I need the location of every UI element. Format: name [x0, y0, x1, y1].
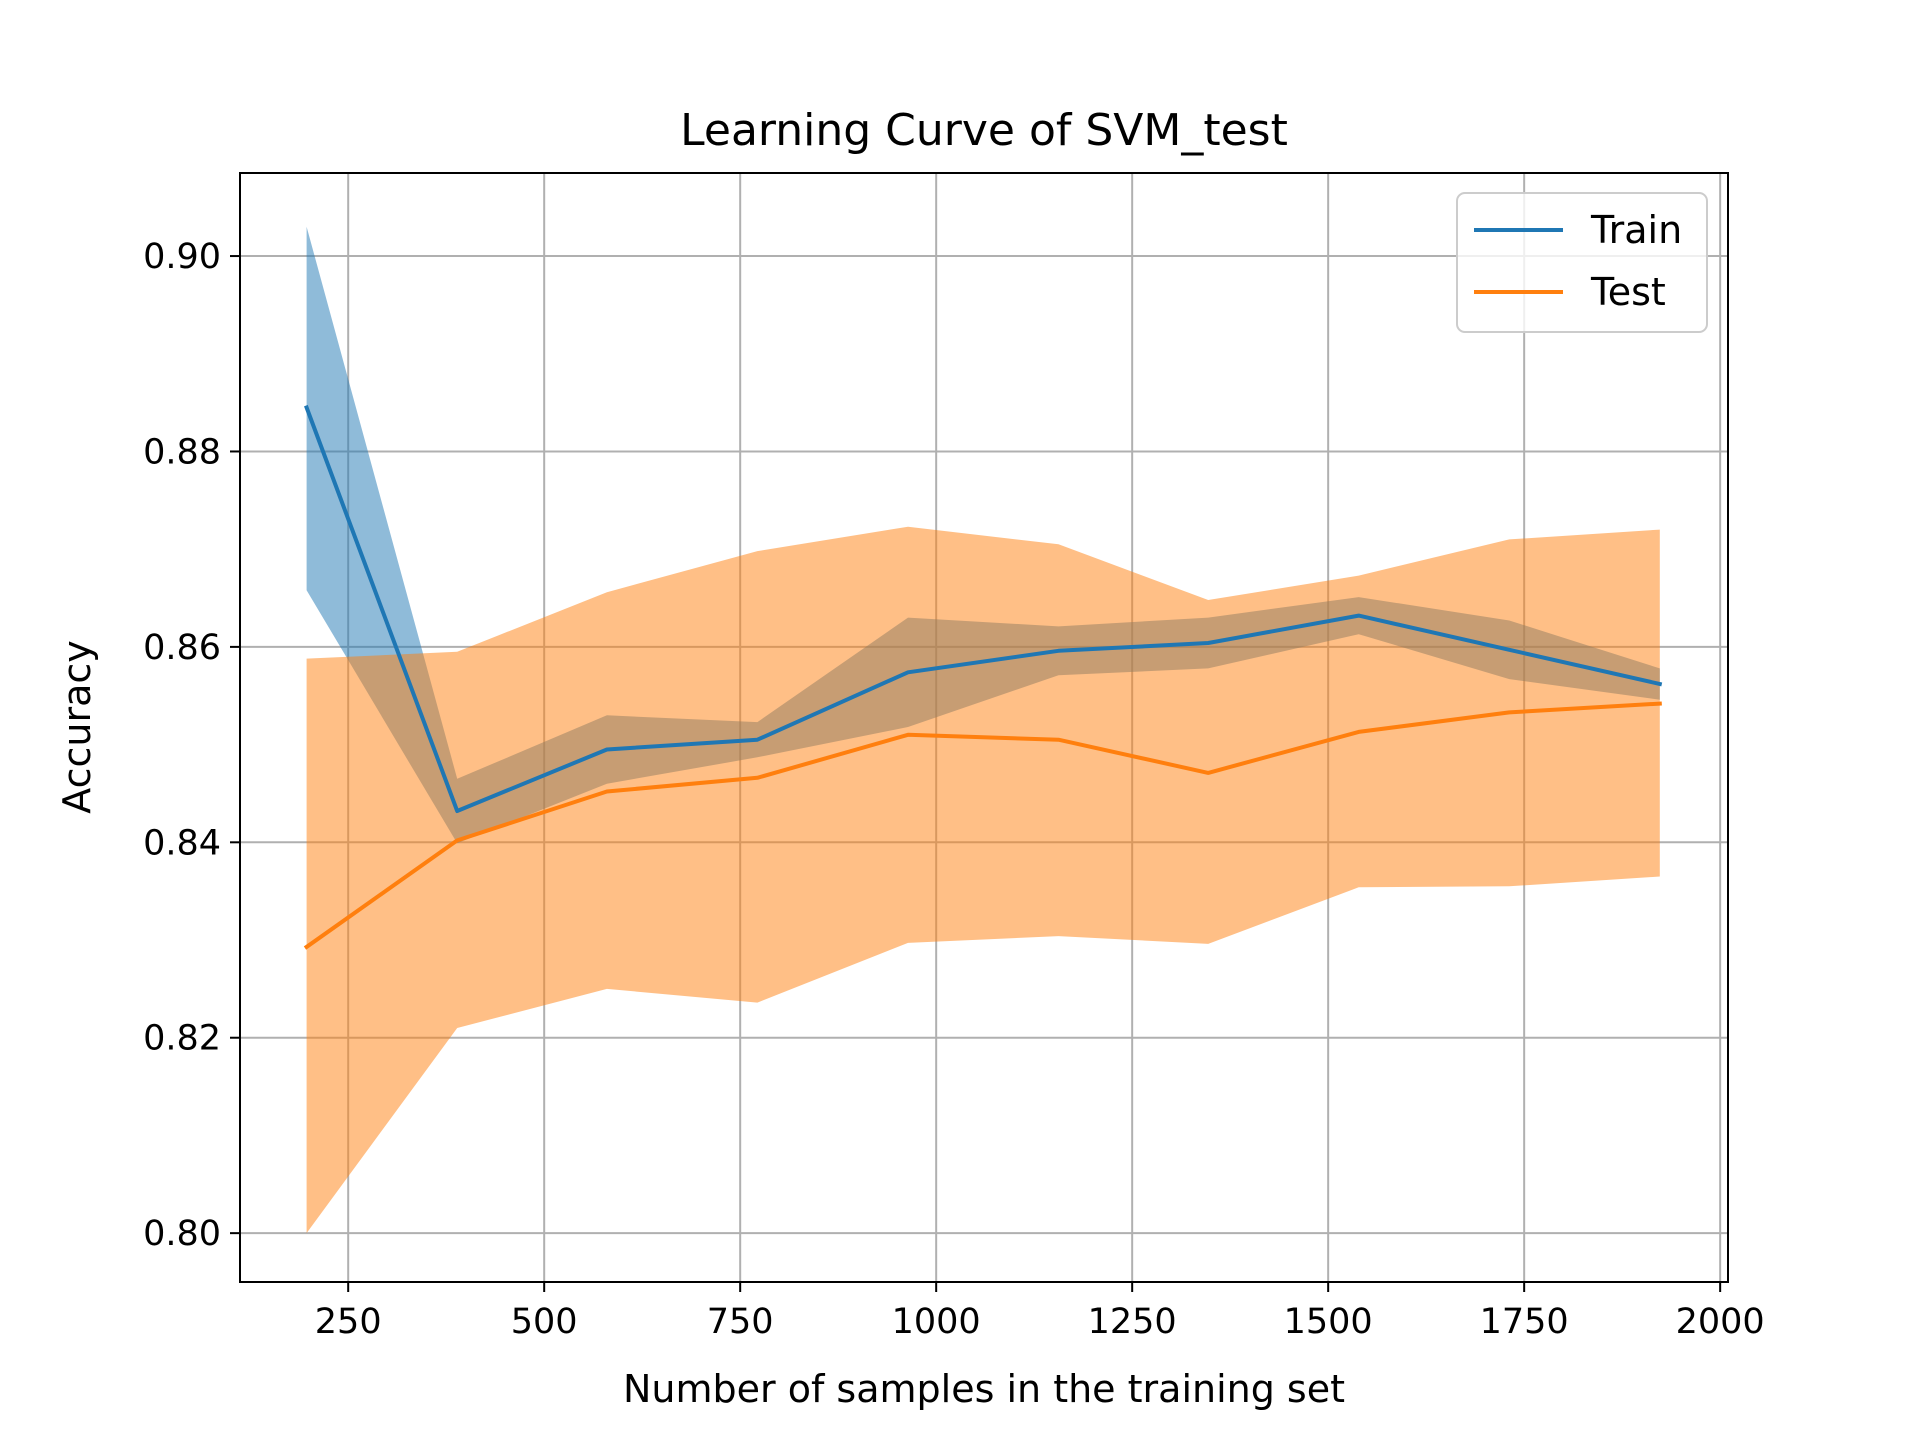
chart-title: Learning Curve of SVM_test	[680, 105, 1288, 156]
x-tick-label: 250	[315, 1302, 382, 1342]
legend-box	[1456, 192, 1708, 333]
legend: Train Test	[1456, 192, 1708, 333]
axes-frame	[239, 172, 1729, 1283]
x-tick-label: 1250	[1088, 1302, 1177, 1342]
y-tick-label: 0.80	[143, 1214, 221, 1254]
legend-label-train: Train	[1590, 208, 1682, 252]
y-axis-label: Accuracy	[55, 640, 99, 814]
line-test	[303, 701, 1662, 950]
x-tick-label: 500	[511, 1302, 578, 1342]
y-tick-label: 0.90	[143, 237, 221, 277]
plot-area: 250 500 750 1000 1250 1500 1750 2000 0.80 0.82 0.8…	[143, 172, 1765, 1342]
x-axis-label: Number of samples in the training set	[623, 1367, 1345, 1411]
confidence-bands	[306, 226, 1660, 1234]
y-tick-label: 0.82	[143, 1019, 221, 1059]
x-tick-label: 1000	[892, 1302, 981, 1342]
axis-ticks: 250 500 750 1000 1250 1500 1750 2000 0.80 0.82 0.8…	[143, 237, 1765, 1342]
x-tick-label: 1500	[1284, 1302, 1373, 1342]
legend-label-test: Test	[1590, 270, 1666, 314]
x-tick-label: 1750	[1480, 1302, 1569, 1342]
y-tick-label: 0.86	[143, 628, 221, 668]
band-test	[306, 526, 1660, 1234]
y-tick-label: 0.84	[143, 823, 221, 863]
x-tick-label: 2000	[1676, 1302, 1765, 1342]
x-tick-label: 750	[707, 1302, 774, 1342]
series-lines	[303, 404, 1663, 950]
y-tick-label: 0.88	[143, 432, 221, 472]
line-train	[304, 404, 1663, 813]
